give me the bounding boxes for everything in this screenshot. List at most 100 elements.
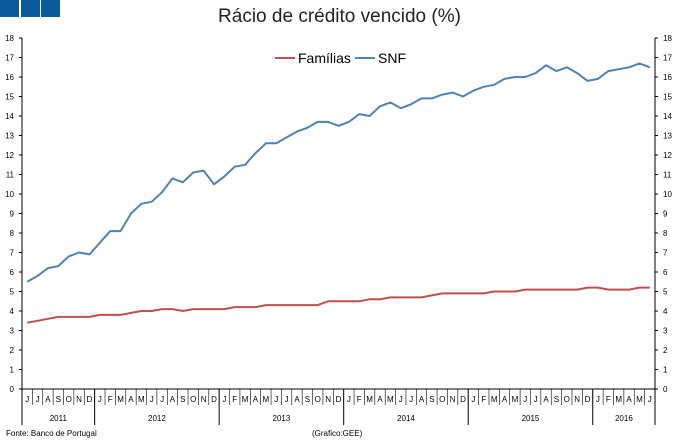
y-tick-label-right: 18 [663, 34, 672, 43]
month-label: O [315, 395, 321, 404]
month-label: M [636, 395, 643, 404]
month-label: J [25, 395, 29, 404]
month-label: D [336, 395, 342, 404]
month-label: A [377, 395, 383, 404]
month-label: J [596, 395, 600, 404]
month-label: A [128, 395, 134, 404]
y-tick-label-left: 18 [5, 34, 14, 43]
month-label: F [481, 395, 486, 404]
month-label: A [502, 395, 508, 404]
legend-label: Famílias [298, 50, 351, 66]
series-line-famílias [27, 286, 650, 324]
month-label: J [471, 395, 475, 404]
month-label: A [419, 395, 425, 404]
credit-note: (Grafico:GEE) [312, 429, 363, 438]
month-label: J [409, 395, 413, 404]
y-tick-label-right: 0 [663, 385, 668, 394]
logo-square [0, 0, 19, 17]
month-label: D [460, 395, 466, 404]
month-label: M [512, 395, 519, 404]
year-label: 2014 [397, 414, 415, 423]
month-label: S [180, 395, 185, 404]
y-tick-label-left: 14 [5, 112, 14, 121]
y-tick-label-right: 11 [663, 171, 672, 180]
series-line-snf [26, 62, 651, 283]
source-note: Fonte: Banco de Portugal [6, 429, 97, 438]
month-label: N [574, 395, 580, 404]
month-label: M [491, 395, 498, 404]
month-label: N [201, 395, 207, 404]
y-tick-label-left: 3 [10, 327, 15, 336]
month-label: J [648, 395, 652, 404]
month-label: A [170, 395, 176, 404]
month-label: J [222, 395, 226, 404]
month-label: A [294, 395, 300, 404]
month-label: F [108, 395, 113, 404]
month-label: S [554, 395, 559, 404]
y-tick-label-right: 14 [663, 112, 672, 121]
month-label: D [585, 395, 591, 404]
month-label: A [45, 395, 51, 404]
y-tick-label-left: 4 [10, 307, 15, 316]
month-label: M [117, 395, 124, 404]
y-tick-label-right: 1 [663, 366, 668, 375]
year-label: 2011 [50, 414, 68, 423]
y-tick-label-right: 16 [663, 73, 672, 82]
month-label: A [253, 395, 259, 404]
y-tick-label-left: 17 [5, 54, 14, 63]
month-label: M [615, 395, 622, 404]
year-label: 2012 [148, 414, 166, 423]
month-label: J [150, 395, 154, 404]
month-label: A [626, 395, 632, 404]
year-label: 2015 [522, 414, 540, 423]
month-label: F [606, 395, 611, 404]
month-label: S [429, 395, 434, 404]
month-label: M [366, 395, 373, 404]
logo-square [21, 0, 40, 17]
month-label: M [242, 395, 249, 404]
month-label: J [285, 395, 289, 404]
month-label: J [274, 395, 278, 404]
y-tick-label-right: 5 [663, 288, 668, 297]
y-tick-label-right: 4 [663, 307, 668, 316]
year-label: 2016 [615, 414, 633, 423]
y-tick-label-right: 9 [663, 210, 668, 219]
month-label: S [305, 395, 310, 404]
y-tick-label-left: 9 [10, 210, 15, 219]
y-tick-label-left: 0 [10, 385, 15, 394]
y-tick-label-right: 6 [663, 268, 668, 277]
y-tick-label-right: 10 [663, 190, 672, 199]
y-tick-label-left: 15 [5, 93, 14, 102]
month-label: D [87, 395, 93, 404]
y-tick-label-right: 12 [663, 151, 672, 160]
legend-label: SNF [378, 50, 406, 66]
month-label: M [263, 395, 270, 404]
y-tick-label-right: 13 [663, 132, 672, 141]
y-tick-label-right: 15 [663, 93, 672, 102]
month-label: M [387, 395, 394, 404]
month-label: J [98, 395, 102, 404]
y-tick-label-left: 16 [5, 73, 14, 82]
month-label: O [190, 395, 196, 404]
y-tick-label-left: 7 [10, 249, 15, 258]
y-tick-label-left: 1 [10, 366, 15, 375]
year-label: 2013 [273, 414, 291, 423]
month-label: A [543, 395, 549, 404]
y-tick-label-left: 13 [5, 132, 14, 141]
month-label: N [325, 395, 331, 404]
month-label: J [160, 395, 164, 404]
chart-title: Rácio de crédito vencido (%) [218, 6, 461, 27]
logo-square [41, 0, 60, 17]
y-tick-label-right: 8 [663, 229, 668, 238]
month-label: M [138, 395, 145, 404]
y-tick-label-left: 10 [5, 190, 14, 199]
month-label: J [399, 395, 403, 404]
month-label: N [450, 395, 456, 404]
month-label: N [76, 395, 82, 404]
y-tick-label-left: 6 [10, 268, 15, 277]
month-label: J [534, 395, 538, 404]
month-label: F [232, 395, 237, 404]
y-tick-label-left: 2 [10, 346, 15, 355]
y-tick-label-left: 5 [10, 288, 15, 297]
